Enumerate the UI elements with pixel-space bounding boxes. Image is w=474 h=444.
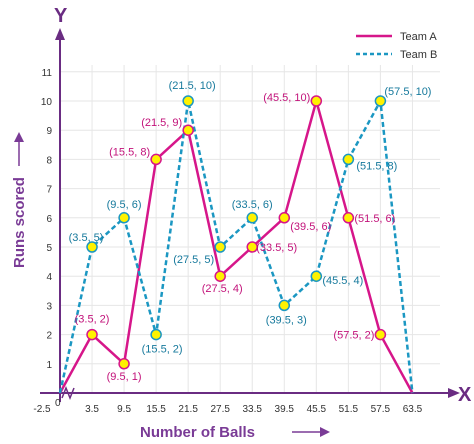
point-label-team-b: (51.5, 8) <box>356 160 397 172</box>
data-point-team-a <box>278 212 291 224</box>
y-tick-label: 5 <box>46 243 52 254</box>
point-label-team-a: (51.5, 6) <box>354 213 395 225</box>
data-point-team-b <box>150 328 162 341</box>
point-label-team-a: (3.5, 2) <box>75 314 110 326</box>
data-point-team-a <box>150 153 162 166</box>
x-tick-label: 45.5 <box>307 404 327 415</box>
point-label-team-b: (33.5, 6) <box>232 199 273 211</box>
x-tick-label: 57.5 <box>371 404 391 415</box>
point-labels: (3.5, 2) (9.5, 1) (15.5, 8) (21.5, 9) (27.5,… <box>69 80 432 383</box>
axes: X Y 0 <box>40 5 472 409</box>
point-label-team-b: (39.5, 3) <box>266 314 307 326</box>
series-points <box>86 95 387 370</box>
x-tick-label: 63.5 <box>403 404 423 415</box>
y-tick-label: 2 <box>46 331 52 342</box>
y-tick-label: 3 <box>46 301 52 312</box>
point-label-team-a: (33.5, 5) <box>256 242 297 254</box>
data-point-team-a <box>310 95 323 107</box>
point-label-team-a: (39.5, 6) <box>290 221 331 233</box>
data-point-team-a <box>342 212 355 224</box>
axis-break-icon <box>61 385 75 401</box>
data-point-team-b <box>118 212 130 224</box>
y-title-arrow-icon <box>14 132 24 142</box>
series-line-team-b <box>58 99 414 394</box>
point-label-team-b: (27.5, 5) <box>173 254 214 266</box>
y-axis-title: Runs scored <box>11 177 28 268</box>
y-axis-letter: Y <box>54 5 68 27</box>
x-tick-label: 9.5 <box>117 404 131 415</box>
point-label-team-a: (57.5, 2) <box>333 330 374 342</box>
x-axis-title: Number of Balls <box>140 424 255 441</box>
x-axis-title-group: Number of Balls <box>140 424 330 441</box>
x-axis-arrow-icon <box>448 388 460 398</box>
x-tick-label: -2.5 <box>33 404 51 415</box>
data-point-team-b <box>342 153 355 166</box>
y-axis-title-group: Runs scored <box>11 132 28 268</box>
y-tick-label: 6 <box>46 214 52 225</box>
legend-label-team-b: Team B <box>400 49 437 61</box>
data-point-team-b <box>310 270 323 282</box>
point-label-team-a: (27.5, 4) <box>202 283 243 295</box>
y-tick-label: 1 <box>46 360 52 371</box>
data-point-team-b <box>278 299 291 312</box>
x-tick-label: 51.5 <box>339 404 359 415</box>
legend: Team A Team B <box>356 31 437 61</box>
x-axis-letter: X <box>458 384 472 406</box>
point-label-team-b: (21.5, 10) <box>169 80 216 92</box>
data-point-team-a <box>118 358 130 370</box>
y-axis-arrow-icon <box>55 28 65 40</box>
data-point-team-a <box>246 241 258 253</box>
x-tick-label: 27.5 <box>210 404 230 415</box>
data-point-team-b <box>182 95 194 107</box>
x-tick-label: 3.5 <box>85 404 99 415</box>
y-tick-label: 4 <box>46 272 52 283</box>
y-tick-label: 10 <box>41 97 53 108</box>
x-tick-label: 15.5 <box>146 404 166 415</box>
point-label-team-b: (3.5, 5) <box>69 232 104 244</box>
data-point-team-a <box>214 270 226 282</box>
y-tick-label: 7 <box>46 185 52 196</box>
tick-labels: 1 2 3 4 5 6 7 8 9 10 11 -2.5 3.5 9.5 15.5 21.5 27.5 33.5 3… <box>33 68 422 415</box>
point-label-team-a: (15.5, 8) <box>109 146 150 158</box>
data-point-team-b <box>246 212 258 224</box>
y-tick-label: 8 <box>46 155 52 166</box>
x-tick-label: 39.5 <box>275 404 295 415</box>
x-tick-label: 33.5 <box>243 404 263 415</box>
y-tick-label: 11 <box>42 68 53 79</box>
data-point-team-b <box>374 95 387 107</box>
data-point-team-b <box>214 241 226 253</box>
origin-label: 0 <box>55 398 61 409</box>
point-label-team-a: (9.5, 1) <box>107 371 142 383</box>
point-label-team-b: (45.5, 4) <box>322 275 363 287</box>
legend-label-team-a: Team A <box>400 31 437 43</box>
x-title-arrow-icon <box>320 427 330 437</box>
point-label-team-a: (21.5, 9) <box>141 117 182 129</box>
data-point-team-a <box>374 328 387 341</box>
point-label-team-b: (15.5, 2) <box>142 344 183 356</box>
point-label-team-b: (9.5, 6) <box>107 199 142 211</box>
data-point-team-a <box>182 124 194 136</box>
series-lines <box>58 99 414 394</box>
y-tick-label: 9 <box>46 126 52 137</box>
series-line-team-a <box>58 99 414 394</box>
data-point-team-a <box>86 328 98 341</box>
point-label-team-a: (45.5, 10) <box>263 92 310 104</box>
point-label-team-b: (57.5, 10) <box>384 86 431 98</box>
data-point-team-b <box>86 241 98 253</box>
x-tick-label: 21.5 <box>178 404 198 415</box>
